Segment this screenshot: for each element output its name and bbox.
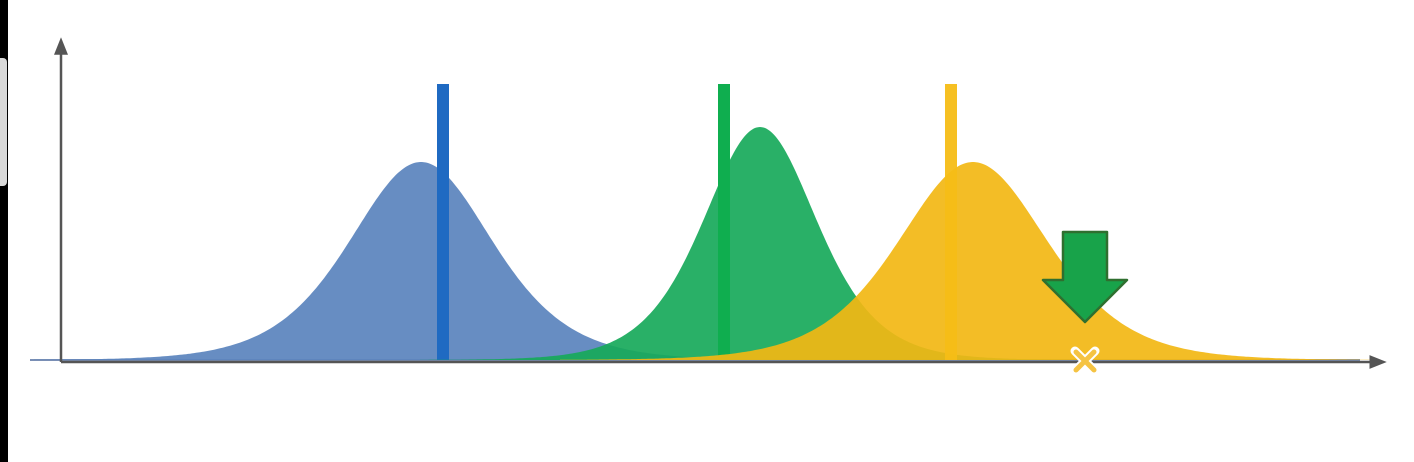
yellow-distribution (560, 162, 1370, 360)
blue-distribution (34, 162, 900, 360)
blue-marker-line (437, 84, 449, 360)
down-arrow-icon (1041, 230, 1129, 324)
green-marker-line (718, 84, 730, 360)
green-distribution (420, 127, 1150, 360)
left-edge-tab (0, 58, 7, 186)
yellow-marker-line (945, 84, 957, 360)
left-edge-strip (0, 0, 8, 462)
x-mark-icon (1070, 346, 1100, 376)
